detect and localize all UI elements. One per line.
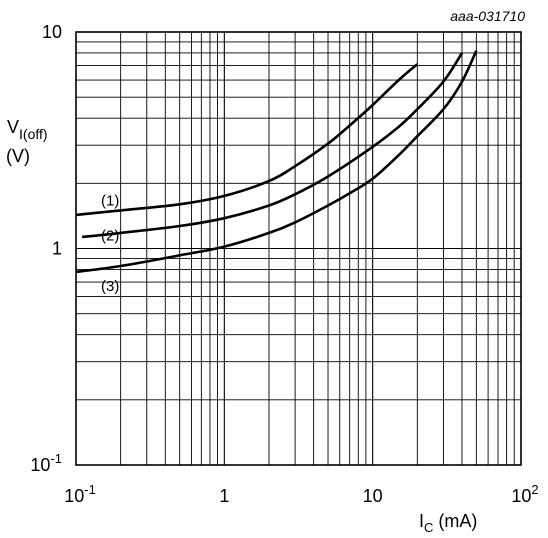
y-axis-unit: (V) <box>6 146 30 166</box>
series-label-1: (1) <box>101 193 119 210</box>
series-label-2: (2) <box>101 228 119 245</box>
y-tick-label-base: 10 <box>42 22 62 42</box>
x-tick-label: 10-1 <box>64 482 96 506</box>
x-tick-label: 102 <box>511 482 538 506</box>
x-tick-label-base: 10 <box>363 486 383 506</box>
series-line-2 <box>81 52 464 239</box>
x-tick-label-base: 10 <box>64 486 84 506</box>
x-tick-label-base: 10 <box>511 486 531 506</box>
x-axis-label: IC (mA) <box>419 511 477 535</box>
x-tick-label-exp: -1 <box>84 482 96 497</box>
y-tick-label: 10 <box>42 22 62 42</box>
y-tick-label-base: 10 <box>30 455 50 475</box>
y-tick-label: 1 <box>52 239 62 259</box>
grid <box>76 32 521 465</box>
series-group: (1) (2) (3) <box>75 50 478 295</box>
x-axis-label-main: I <box>419 511 424 531</box>
x-tick-label: 10 <box>363 486 383 506</box>
series-line-3 <box>75 50 478 274</box>
y-axis-label: VI(off) <box>7 117 48 142</box>
x-axis-label-sub: C <box>424 520 433 535</box>
x-tick-label-base: 1 <box>219 486 229 506</box>
x-axis-label-unit: (mA) <box>433 511 477 531</box>
y-tick-label: 10-1 <box>30 451 62 475</box>
series-line-1 <box>75 63 419 217</box>
x-tick-label: 1 <box>219 486 229 506</box>
y-axis-label-main: V <box>7 117 19 137</box>
series-label-3: (3) <box>101 278 119 295</box>
y-tick-label-base: 1 <box>52 239 62 259</box>
y-axis-label-sub: I(off) <box>19 126 48 142</box>
x-tick-label-exp: 2 <box>531 482 538 497</box>
plot-frame <box>75 31 522 466</box>
figure-code: aaa-031710 <box>450 8 525 24</box>
y-tick-label-exp: -1 <box>50 451 62 466</box>
